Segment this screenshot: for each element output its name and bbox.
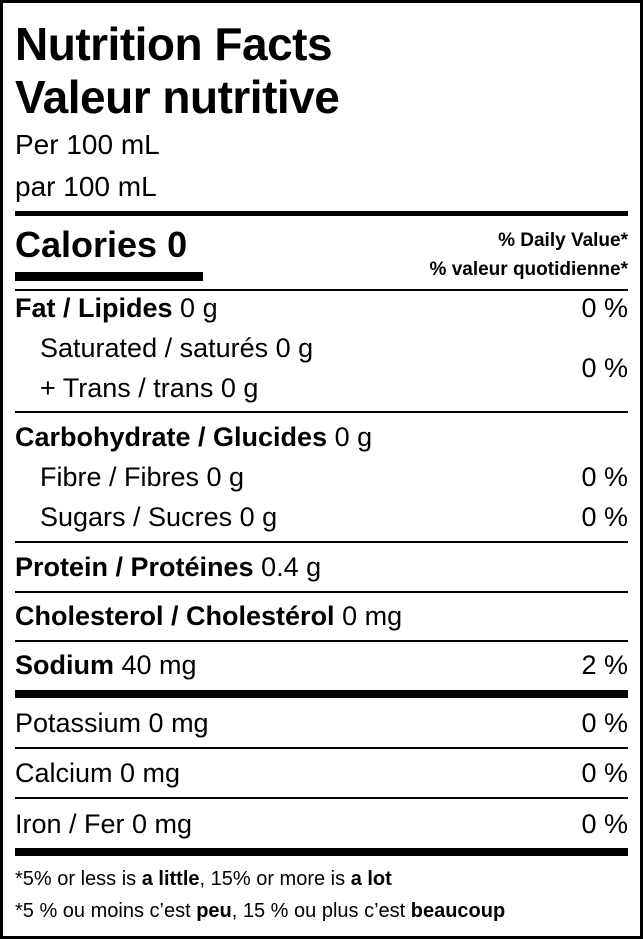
row-protein: Protein / Protéines 0.4 g	[15, 552, 322, 582]
dv-sodium: 2 %	[581, 650, 628, 680]
serving-size-en: Per 100 mL	[15, 129, 160, 160]
calories: Calories 0	[15, 224, 188, 265]
dv-calcium: 0 %	[581, 758, 628, 788]
divider	[15, 640, 628, 642]
divider	[15, 591, 628, 593]
serving-size-fr: par 100 mL	[15, 171, 157, 202]
dv-iron: 0 %	[581, 809, 628, 839]
footnote-en: *5% or less is a little, 15% or more is …	[15, 868, 392, 890]
dv-saturated-trans: 0 %	[581, 353, 628, 383]
title-en: Nutrition Facts	[15, 18, 333, 70]
row-trans: + Trans / trans 0 g	[40, 373, 259, 403]
divider	[15, 289, 628, 291]
calories-underline	[15, 272, 203, 281]
divider	[15, 747, 628, 749]
title-fr: Valeur nutritive	[15, 71, 340, 123]
row-iron: Iron / Fer 0 mg	[15, 809, 193, 839]
daily-value-header-fr: % valeur quotidienne*	[429, 259, 628, 280]
row-carbohydrate: Carbohydrate / Glucides 0 g	[15, 422, 373, 452]
divider	[15, 211, 628, 216]
row-saturated: Saturated / saturés 0 g	[40, 333, 314, 363]
dv-sugars: 0 %	[581, 502, 628, 532]
divider	[15, 541, 628, 543]
row-calcium: Calcium 0 mg	[15, 758, 181, 788]
divider-thick	[15, 848, 628, 856]
row-sodium: Sodium 40 mg	[15, 650, 197, 680]
row-fibre: Fibre / Fibres 0 g	[40, 462, 245, 492]
divider-thick	[15, 690, 628, 698]
row-cholesterol: Cholesterol / Cholestérol 0 mg	[15, 601, 403, 631]
footnote-fr: *5 % ou moins c’est peu, 15 % ou plus c’…	[15, 900, 506, 922]
divider	[15, 411, 628, 413]
divider	[15, 797, 628, 799]
daily-value-header-en: % Daily Value*	[498, 230, 628, 251]
dv-fibre: 0 %	[581, 462, 628, 492]
dv-fat: 0 %	[581, 293, 628, 323]
row-sugars: Sugars / Sucres 0 g	[40, 502, 278, 532]
row-fat: Fat / Lipides 0 g	[15, 293, 218, 323]
row-potassium: Potassium 0 mg	[15, 708, 209, 738]
dv-potassium: 0 %	[581, 708, 628, 738]
